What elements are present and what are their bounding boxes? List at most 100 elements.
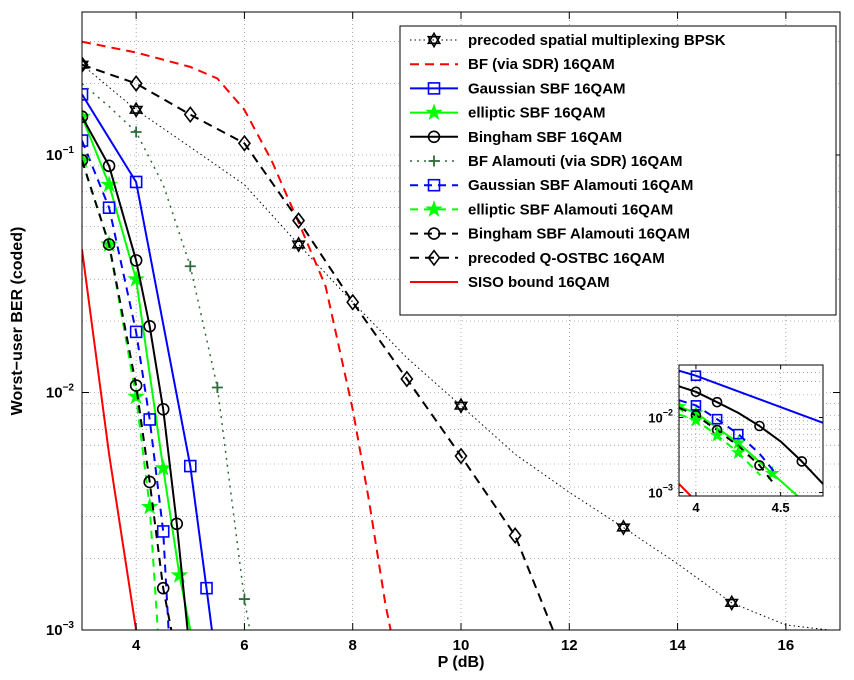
- main-point-elliptic-sbf-16qam: [127, 269, 145, 287]
- main-point-elliptic-sbf-16qam: [170, 566, 189, 583]
- main-series-bf-alamouti-via-sdr-16qam: [82, 82, 251, 630]
- main-point-precoded-spatial-multiplexing-bpsk: [129, 101, 144, 114]
- tick-exponent: −3: [63, 620, 75, 631]
- legend-label-elliptic-sbf-alamouti-16qam: elliptic SBF Alamouti 16QAM: [468, 201, 673, 218]
- main-x-tick-label: 10: [453, 637, 470, 654]
- inset-point-bingham-sbf-alamouti-16qam: [754, 460, 765, 471]
- legend-marker-elliptic-sbf-alamouti-16qam: [425, 200, 443, 217]
- main-point-precoded-q-ostbc-16qam: [292, 212, 306, 229]
- main-point-gaussian-sbf-alamouti-16qam: [143, 413, 156, 426]
- legend-marker-gaussian-sbf-16qam: [427, 82, 441, 95]
- main-point-bingham-sbf-alamouti-16qam: [143, 475, 156, 489]
- legend-box: [399, 25, 837, 316]
- main-x-tick-label: 8: [349, 637, 357, 654]
- inset-series-group: [679, 369, 823, 496]
- main-x-tick-label: 16: [778, 637, 795, 654]
- tick-exponent: −2: [63, 382, 75, 393]
- main-series-siso-bound-16qam: [82, 249, 138, 630]
- main-grid: [82, 11, 840, 631]
- inset-point-elliptic-sbf-alamouti-16qam: [709, 427, 725, 442]
- inset-series-bingham-sbf-alamouti-16qam: [679, 406, 773, 483]
- main-y-tick-label: 10−1: [46, 145, 75, 164]
- inset-x-tick-label: 4.5: [772, 500, 790, 515]
- y-axis-label: Worst−user BER (coded): [9, 227, 26, 416]
- main-series-gaussian-sbf-16qam: [82, 93, 213, 630]
- main-point-precoded-q-ostbc-16qam: [129, 75, 143, 92]
- main-point-elliptic-sbf-alamouti-16qam: [140, 497, 159, 515]
- main-x-tick-label: 12: [561, 637, 578, 654]
- main-series-precoded-spatial-multiplexing-bpsk: [82, 64, 830, 630]
- main-point-bf-alamouti-via-sdr-16qam: [184, 260, 196, 272]
- inset-y-tick-label: 10−2: [648, 407, 673, 425]
- legend-label-elliptic-sbf-16qam: elliptic SBF 16QAM: [468, 105, 606, 122]
- inset-point-bingham-sbf-16qam: [690, 386, 702, 398]
- main-series-bf-via-sdr-16qam: [82, 40, 392, 630]
- main-point-precoded-spatial-multiplexing-bpsk: [616, 519, 631, 532]
- main-point-gaussian-sbf-16qam: [129, 175, 143, 189]
- main-point-precoded-q-ostbc-16qam: [454, 447, 468, 465]
- main-point-precoded-spatial-multiplexing-bpsk: [453, 397, 469, 410]
- inset-point-gaussian-sbf-alamouti-16qam: [732, 428, 744, 440]
- legend-label-gaussian-sbf-alamouti-16qam: Gaussian SBF Alamouti 16QAM: [468, 177, 693, 194]
- main-point-bf-alamouti-via-sdr-16qam: [130, 126, 142, 138]
- legend-marker-gaussian-sbf-alamouti-16qam: [427, 178, 441, 192]
- main-point-elliptic-sbf-alamouti-16qam: [127, 387, 146, 405]
- main-point-precoded-q-ostbc-16qam: [508, 527, 522, 544]
- tick-base: 10: [46, 147, 63, 164]
- inset-x-tick-label: 4: [692, 500, 700, 515]
- main-point-precoded-spatial-multiplexing-bpsk: [291, 236, 306, 249]
- inset-series-gaussian-sbf-16qam: [679, 369, 823, 424]
- legend-label-siso-bound-16qam: SISO bound 16QAM: [468, 274, 610, 291]
- tick-base: 10: [648, 410, 662, 425]
- tick-exponent: −2: [663, 407, 673, 417]
- main-point-precoded-spatial-multiplexing-bpsk: [82, 56, 90, 69]
- main-point-bingham-sbf-16qam: [102, 159, 116, 173]
- main-x-tick-label: 4: [132, 637, 141, 654]
- main-point-precoded-q-ostbc-16qam: [237, 134, 251, 152]
- tick-base: 10: [46, 622, 63, 639]
- main-series-bingham-sbf-16qam: [82, 116, 189, 630]
- main-point-gaussian-sbf-alamouti-16qam: [129, 325, 143, 339]
- main-series-group: [82, 40, 830, 630]
- main-point-gaussian-sbf-alamouti-16qam: [102, 201, 116, 214]
- main-point-gaussian-sbf-16qam: [200, 581, 213, 595]
- tick-base: 10: [46, 384, 63, 401]
- inset-point-gaussian-sbf-alamouti-16qam: [711, 413, 723, 425]
- main-point-precoded-q-ostbc-16qam: [183, 106, 197, 124]
- inset-panel: 4 4.5 10−3 10−2: [648, 364, 824, 515]
- inset-background: [679, 365, 823, 496]
- inset-point-elliptic-sbf-alamouti-16qam: [730, 444, 746, 460]
- main-point-bingham-sbf-16qam: [143, 319, 156, 333]
- main-point-bingham-sbf-alamouti-16qam: [129, 379, 143, 392]
- inset-point-bingham-sbf-16qam: [754, 420, 765, 432]
- inset-frame: [678, 364, 824, 497]
- inset-point-bingham-sbf-16qam: [711, 396, 723, 408]
- legend-marker-bingham-sbf-alamouti-16qam: [427, 227, 441, 240]
- legend-label-bf-via-sdr-16qam: BF (via SDR) 16QAM: [468, 56, 615, 73]
- main-point-gaussian-sbf-alamouti-16qam: [82, 134, 89, 147]
- inset-point-elliptic-sbf-alamouti-16qam: [688, 412, 704, 427]
- main-point-bingham-sbf-alamouti-16qam: [102, 238, 116, 251]
- legend-label-precoded-q-ostbc-16qam: precoded Q-OSTBC 16QAM: [468, 250, 665, 267]
- main-point-precoded-q-ostbc-16qam: [346, 293, 360, 311]
- inset-y-tick-label: 10−3: [648, 483, 673, 501]
- main-point-gaussian-sbf-alamouti-16qam: [156, 525, 170, 538]
- x-axis-label: P (dB): [438, 654, 485, 671]
- legend-marker-bingham-sbf-16qam: [427, 130, 441, 144]
- legend-marker-elliptic-sbf-16qam: [425, 103, 443, 121]
- main-series-elliptic-sbf-16qam: [82, 116, 192, 630]
- legend-marker-precoded-q-ostbc-16qam: [427, 249, 441, 267]
- inset-series-siso-bound-16qam: [679, 483, 692, 496]
- main-point-gaussian-sbf-16qam: [82, 88, 89, 101]
- main-x-tick-label: 6: [240, 637, 248, 654]
- main-point-bf-alamouti-via-sdr-16qam: [211, 381, 223, 393]
- main-x-tick-label: 14: [669, 637, 686, 654]
- legend-marker-precoded-spatial-multiplexing-bpsk: [426, 31, 442, 45]
- main-point-bingham-sbf-16qam: [156, 402, 170, 416]
- main-point-elliptic-sbf-16qam: [154, 458, 172, 476]
- main-point-precoded-spatial-multiplexing-bpsk: [453, 401, 469, 414]
- inset-ticks: [679, 365, 823, 496]
- legend-label-bingham-sbf-16qam: Bingham SBF 16QAM: [468, 129, 622, 146]
